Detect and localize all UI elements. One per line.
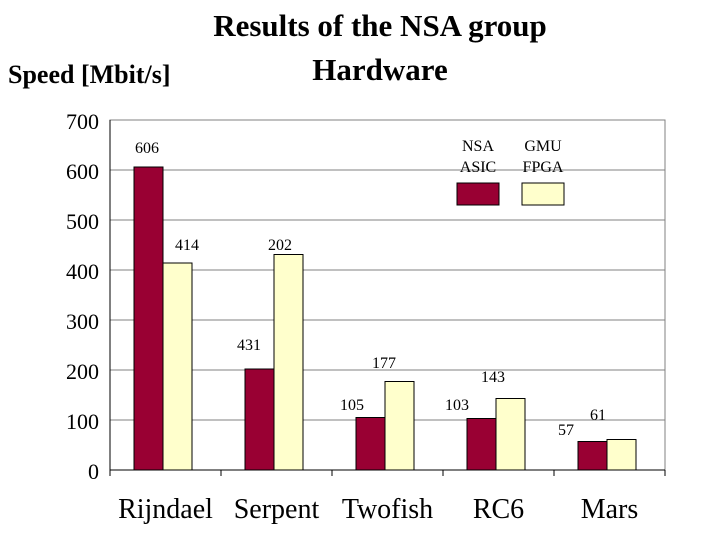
- bar-rc6-fpga: [495, 398, 526, 471]
- data-label-mars-asic: 57: [558, 422, 574, 439]
- x-tick-label-rijndael: Rijndael: [118, 494, 213, 525]
- bar-twofish-asic: [355, 417, 386, 471]
- bar-mars-asic: [577, 441, 608, 471]
- legend-swatch-fpga: [521, 182, 565, 206]
- data-label-twofish-fpga: 177: [372, 355, 396, 372]
- x-tick-label-rc6: RC6: [473, 494, 524, 525]
- bar-twofish-fpga: [384, 381, 415, 471]
- bar-mars-fpga: [606, 439, 637, 471]
- y-tick-label-200: 200: [66, 359, 99, 384]
- data-label-rc6-asic: 103: [445, 397, 469, 414]
- chart-title-line-1: Results of the NSA group: [213, 8, 547, 43]
- legend-label-asic-line-2: ASIC: [460, 159, 496, 176]
- y-tick-label-400: 400: [66, 259, 99, 284]
- bar-rijndael-asic: [133, 166, 164, 471]
- y-tick-label-100: 100: [66, 409, 99, 434]
- data-label-serpent-fpga: 431: [237, 337, 261, 354]
- y-tick-label-300: 300: [66, 309, 99, 334]
- legend-label-fpga-line-1: GMU: [524, 138, 562, 155]
- data-label-rc6-fpga: 143: [481, 369, 505, 386]
- data-label-rijndael-fpga: 414: [175, 237, 199, 254]
- data-label-rijndael-asic: 606: [135, 140, 159, 157]
- bar-serpent-asic: [244, 368, 275, 471]
- bar-rijndael-fpga: [162, 262, 193, 471]
- legend-swatch-asic: [456, 182, 500, 206]
- bar-serpent-fpga: [273, 254, 304, 471]
- x-tick-label-twofish: Twofish: [342, 494, 433, 525]
- data-label-twofish-asic: 105: [340, 397, 364, 414]
- data-label-serpent-asic: 202: [268, 237, 292, 254]
- legend-label-asic-line-1: NSA: [462, 138, 494, 155]
- x-tick-label-serpent: Serpent: [234, 494, 320, 525]
- chart-title-line-2: Hardware: [312, 52, 448, 87]
- bar-rc6-asic: [466, 418, 497, 471]
- y-tick-label-0: 0: [88, 459, 99, 484]
- data-label-mars-fpga: 61: [590, 407, 606, 424]
- y-tick-label-500: 500: [66, 209, 99, 234]
- y-tick-label-600: 600: [66, 159, 99, 184]
- y-axis-label: Speed [Mbit/s]: [8, 60, 171, 89]
- y-tick-label-700: 700: [66, 109, 99, 134]
- chart-title: Results of the NSA group Hardware: [160, 4, 600, 92]
- x-tick-label-mars: Mars: [581, 494, 639, 525]
- legend-label-fpga-line-2: FPGA: [523, 159, 564, 176]
